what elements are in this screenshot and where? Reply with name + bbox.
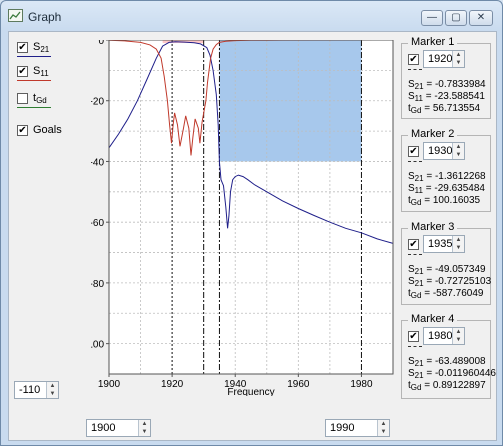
marker-1-row-2: S11 = -23.588541 — [408, 91, 485, 103]
s11-label: S11 — [33, 65, 49, 78]
tgd-legend-swatch — [17, 107, 51, 108]
s21-legend-swatch — [17, 56, 51, 57]
x-end-value: 1990 — [330, 422, 355, 434]
marker-4-title: Marker 4 — [408, 313, 458, 325]
graph-app-icon — [8, 9, 23, 22]
y-min-value: -110 — [19, 384, 41, 396]
marker-4-spinner[interactable]: 1980 ▲ ▼ — [423, 327, 465, 345]
x-end-spin-arrows[interactable]: ▲ ▼ — [377, 420, 389, 436]
marker-1-line-style — [408, 69, 422, 70]
x-start-spinner[interactable]: 1900 ▲ ▼ — [86, 419, 151, 437]
s11-legend-swatch — [17, 80, 51, 81]
marker-4-checkbox[interactable]: ✔ — [408, 331, 419, 342]
x-start-spin-arrows[interactable]: ▲ ▼ — [138, 420, 150, 436]
x-tick-label: 1920 — [161, 379, 184, 390]
marker-1-spinner[interactable]: 1920 ▲ ▼ — [423, 50, 465, 68]
marker-3-value: 1935 — [428, 238, 453, 250]
s21-check-box[interactable]: ✔ — [17, 42, 28, 53]
series-line-s21 — [108, 41, 394, 244]
tgd-check-box[interactable] — [17, 93, 28, 104]
marker-3-line-style — [408, 254, 422, 255]
marker-3-spinner[interactable]: 1935 ▲ ▼ — [423, 235, 465, 253]
marker-3-group: Marker 3 ✔ 1935 ▲ ▼ S21 = -49.057349 S21 … — [401, 221, 492, 305]
x-tick-label: 1900 — [98, 379, 121, 390]
y-tick-label: -20 — [91, 97, 104, 108]
y-tick-label: -80 — [91, 279, 104, 290]
x-end-spinner[interactable]: 1990 ▲ ▼ — [325, 419, 390, 437]
marker-4-line-style — [408, 346, 422, 347]
window-title: Graph — [28, 10, 62, 24]
marker-3-row-1: S21 = -49.057349 — [408, 264, 486, 276]
marker-2-value: 1930 — [428, 145, 453, 157]
goals-label: Goals — [33, 124, 62, 136]
maximize-button[interactable]: ▢ — [445, 10, 467, 26]
minimize-button[interactable]: — — [421, 10, 443, 26]
marker-1-row-1: S21 = -0.7833984 — [408, 79, 486, 91]
marker-2-row-1: S21 = -1.3612268 — [408, 171, 486, 183]
s11-check-box[interactable]: ✔ — [17, 66, 28, 77]
marker-2-spin-arrows[interactable]: ▲ ▼ — [452, 143, 464, 159]
title-bar[interactable]: Graph — ▢ ✕ — [1, 1, 502, 31]
x-tick-label: 1960 — [287, 379, 310, 390]
plot-frame — [108, 40, 394, 375]
marker-1-row-3: tGd = 56.713554 — [408, 103, 481, 115]
x-tick-label: 1940 — [224, 379, 247, 390]
marker-2-checkbox[interactable]: ✔ — [408, 146, 419, 157]
marker-2-row-2: S11 = -29.635484 — [408, 183, 485, 195]
marker-4-row-3: tGd = 0.89122897 — [408, 380, 486, 392]
goal-region-1 — [162, 40, 204, 44]
y-tick-label: 0 — [98, 40, 104, 47]
client-area: ✔ S21 ✔ S11 tGd ✔ Goals -110 ▲▼ 0 -20 -40 -… — [8, 31, 497, 441]
marker-1-spin-arrows[interactable]: ▲ ▼ — [452, 51, 464, 67]
y-tick-label: -100 — [91, 340, 104, 351]
series-line-s11 — [108, 40, 394, 156]
marker-4-value: 1980 — [428, 330, 453, 342]
goals-check-box[interactable]: ✔ — [17, 125, 28, 136]
y-tick-label: -40 — [91, 157, 104, 168]
marker-2-row-3: tGd = 100.16035 — [408, 195, 481, 207]
marker-1-checkbox[interactable]: ✔ — [408, 54, 419, 65]
marker-3-spin-arrows[interactable]: ▲ ▼ — [452, 236, 464, 252]
marker-4-row-2: S21 = -0.011960446 — [408, 368, 496, 380]
marker-3-row-3: tGd = -587.76049 — [408, 288, 484, 300]
marker-3-title: Marker 3 — [408, 221, 458, 233]
marker-4-row-1: S21 = -63.489008 — [408, 356, 486, 368]
marker-1-value: 1920 — [428, 53, 453, 65]
marker-1-group: Marker 1 ✔ 1920 ▲ ▼ S21 = -0.7833984 S11 … — [401, 36, 491, 119]
y-min-spinner[interactable]: -110 ▲ ▼ — [14, 381, 59, 399]
marker-2-group: Marker 2 ✔ 1930 ▲ ▼ S21 = -1.3612268 S11 … — [401, 128, 491, 212]
graph-plot[interactable]: 0 -20 -40 -60 -80 -100 1900 1920 1940 1960 1980 Fre… — [91, 40, 394, 396]
marker-3-checkbox[interactable]: ✔ — [408, 239, 419, 250]
s21-label: S21 — [33, 41, 50, 54]
y-tick-label: -60 — [91, 218, 104, 229]
x-axis-label: Frequency — [227, 387, 274, 396]
y-min-spin-arrows[interactable]: ▲ ▼ — [46, 382, 58, 398]
x-tick-label: 1980 — [350, 379, 373, 390]
tgd-label: tGd — [33, 92, 47, 105]
marker-1-title: Marker 1 — [408, 36, 458, 48]
marker-2-spinner[interactable]: 1930 ▲ ▼ — [423, 142, 465, 160]
close-button[interactable]: ✕ — [469, 10, 493, 26]
marker-4-spin-arrows[interactable]: ▲ ▼ — [452, 328, 464, 344]
marker-4-group: Marker 4 ✔ 1980 ▲ ▼ S21 = -63.489008 S21 … — [401, 313, 496, 399]
x-start-value: 1900 — [91, 422, 116, 434]
marker-2-title: Marker 2 — [408, 128, 458, 140]
marker-2-line-style — [408, 161, 422, 162]
marker-3-row-2: S21 = -0.72725103 — [408, 276, 492, 288]
